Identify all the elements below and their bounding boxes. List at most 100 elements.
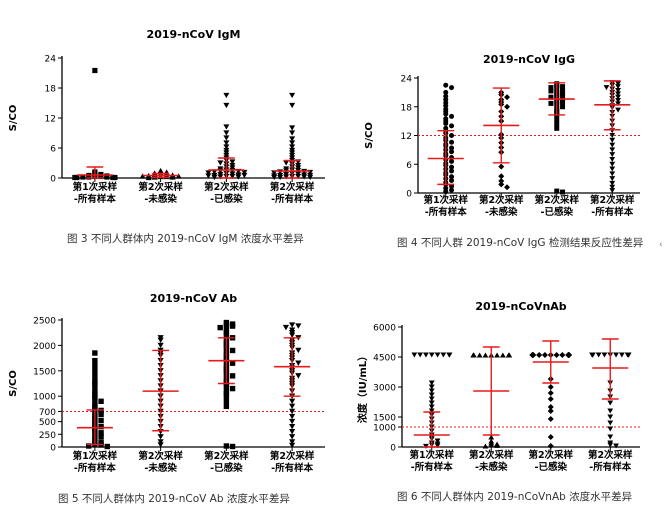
data-point bbox=[504, 103, 511, 110]
data-point bbox=[157, 442, 164, 448]
data-point bbox=[547, 384, 554, 390]
data-point bbox=[271, 174, 278, 181]
x-category-label: -所有样本 bbox=[74, 462, 116, 474]
x-category-label: 第2次采样 bbox=[534, 194, 579, 206]
data-point bbox=[449, 149, 455, 155]
data-point bbox=[229, 360, 236, 366]
data-point bbox=[504, 94, 511, 101]
data-point bbox=[560, 87, 566, 93]
data-point bbox=[112, 174, 118, 181]
data-point bbox=[615, 98, 621, 104]
data-point bbox=[609, 171, 616, 177]
y-axis-label: S/CO bbox=[364, 122, 375, 149]
data-point bbox=[295, 347, 302, 354]
group-points bbox=[443, 82, 455, 195]
y-tick-label: 24 bbox=[45, 55, 57, 65]
data-point bbox=[411, 352, 418, 358]
data-point bbox=[625, 352, 632, 358]
chart-title: 2019-nCoVnAb bbox=[475, 300, 566, 313]
data-point bbox=[223, 403, 230, 410]
data-point bbox=[92, 368, 98, 374]
data-point bbox=[235, 174, 242, 180]
x-category-label: -已感染 bbox=[541, 206, 574, 218]
figure-4-caption: 图 4 不同人群 2019-nCoV IgG 检测结果反应性差异 bbox=[397, 237, 644, 249]
data-point bbox=[223, 124, 230, 130]
x-category-label: -所有样本 bbox=[271, 462, 313, 474]
data-point bbox=[443, 89, 449, 95]
data-point bbox=[289, 130, 296, 136]
nab-chart-panel: 2019-nCoVnAb 浓度（IU/mL） 0 1000 1500 3000 4500 60… bbox=[340, 296, 660, 482]
data-point bbox=[615, 94, 621, 100]
data-point bbox=[449, 145, 455, 151]
data-point bbox=[615, 107, 621, 113]
y-tick-label: 6 bbox=[50, 145, 56, 155]
igm-chart-panel: 2019-nCoV IgM S/CO 0 6 12 18 24 第1次采样 -所有样本 第2次采样… bbox=[0, 18, 332, 223]
y-tick-label: 18 bbox=[401, 103, 413, 113]
data-point bbox=[488, 434, 495, 440]
data-point bbox=[223, 443, 230, 449]
x-category-label: 第2次采样 bbox=[138, 181, 183, 193]
x-category-label: 第2次采样 bbox=[590, 194, 635, 206]
data-point bbox=[217, 174, 224, 180]
x-category-label: -所有样本 bbox=[591, 206, 633, 218]
data-point bbox=[223, 102, 230, 109]
data-point bbox=[607, 400, 614, 406]
data-point bbox=[482, 443, 489, 449]
data-point bbox=[470, 352, 477, 358]
data-point bbox=[92, 396, 98, 402]
data-point bbox=[307, 174, 314, 181]
x-category-label: -未感染 bbox=[475, 461, 508, 473]
y-tick-label: 24 bbox=[401, 75, 413, 85]
data-point bbox=[98, 430, 104, 436]
y-tick-label: 12 bbox=[45, 115, 56, 125]
group-points bbox=[271, 92, 314, 181]
data-point bbox=[428, 404, 435, 410]
data-point bbox=[277, 174, 284, 181]
data-point bbox=[282, 324, 290, 331]
data-point bbox=[554, 116, 560, 122]
data-point bbox=[449, 113, 455, 119]
y-axis-label: 浓度（IU/mL） bbox=[356, 351, 369, 423]
igg-chart: 2019-nCoV IgGS/CO06121824第1次采样-所有样本第2次采样… bbox=[364, 53, 640, 218]
data-point bbox=[553, 352, 560, 358]
data-point bbox=[615, 81, 621, 87]
data-point bbox=[560, 104, 566, 110]
data-point bbox=[607, 426, 614, 432]
data-point bbox=[80, 174, 86, 180]
data-point bbox=[98, 398, 104, 404]
data-point bbox=[554, 125, 560, 131]
y-tick-label: 0 bbox=[50, 444, 56, 454]
data-point bbox=[559, 352, 566, 358]
y-tick-label: 700 bbox=[39, 408, 56, 418]
x-category-label: -所有样本 bbox=[411, 461, 453, 473]
data-point bbox=[295, 323, 302, 329]
y-tick-label: 1000 bbox=[373, 424, 396, 434]
data-point bbox=[241, 169, 248, 176]
data-point bbox=[98, 423, 104, 430]
data-point bbox=[541, 352, 548, 358]
data-point bbox=[157, 434, 164, 440]
data-point bbox=[85, 443, 92, 449]
data-point bbox=[536, 352, 543, 358]
y-tick-label: 4500 bbox=[373, 354, 396, 364]
data-point bbox=[289, 418, 296, 425]
y-tick-label: 2500 bbox=[33, 317, 56, 327]
y-tick-label: 2000 bbox=[33, 342, 56, 352]
x-category-label: 第1次采样 bbox=[423, 194, 468, 206]
data-point bbox=[609, 176, 616, 182]
data-point bbox=[498, 181, 505, 188]
data-point bbox=[601, 352, 608, 358]
page-edge-mark: ‹ bbox=[659, 240, 663, 250]
data-point bbox=[609, 147, 616, 153]
data-point bbox=[548, 88, 554, 94]
data-point bbox=[615, 91, 621, 97]
data-point bbox=[609, 156, 616, 162]
igm-chart: 2019-nCoV IgMS/CO06121824第1次采样-所有样本第2次采样… bbox=[8, 28, 325, 205]
data-point bbox=[506, 352, 513, 358]
data-point bbox=[607, 434, 614, 440]
x-category-label: -所有样本 bbox=[271, 193, 313, 205]
data-point bbox=[229, 347, 236, 354]
x-category-label: -已感染 bbox=[210, 193, 243, 205]
x-category-label: -所有样本 bbox=[425, 206, 467, 218]
data-point bbox=[229, 173, 236, 180]
